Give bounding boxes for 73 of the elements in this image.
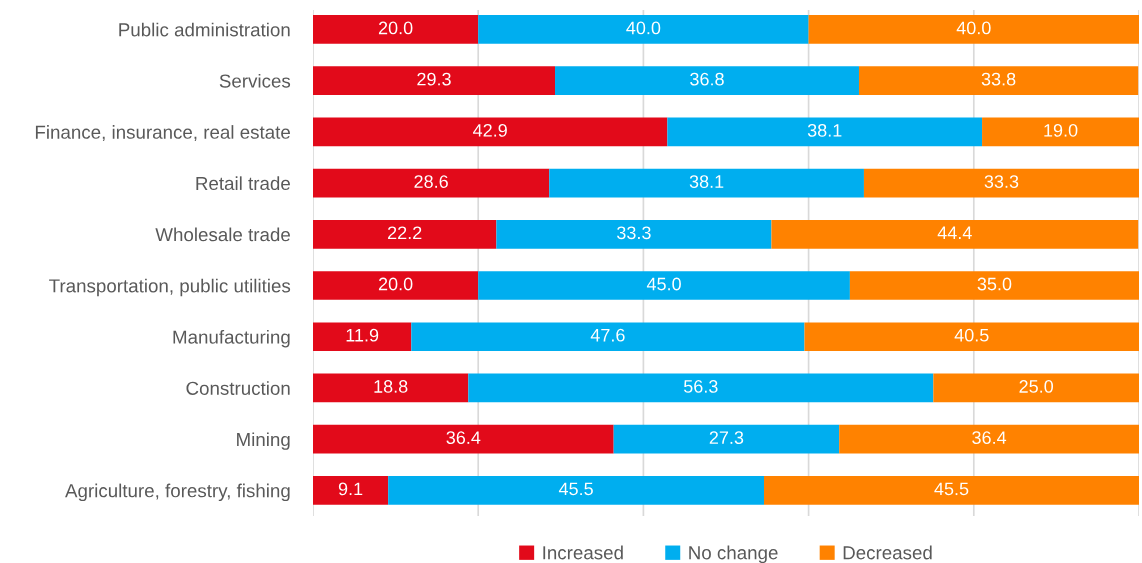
data-label: 36.4 [446,431,481,445]
data-label: 45.5 [934,482,969,496]
bar [468,373,934,403]
bar [496,219,772,249]
y-tick-label: Agriculture, forestry, fishing [65,483,290,502]
data-label: 45.5 [558,482,593,496]
bar [613,424,840,454]
y-tick-label: Finance, insurance, real estate [35,125,290,142]
data-label: 56.3 [683,380,718,393]
data-label: 28.6 [414,175,448,188]
data-label: 18.8 [374,380,408,393]
y-tick-label: Transportation, public utilities [49,278,291,297]
bar [858,66,1139,96]
data-label: 33.8 [981,72,1016,86]
data-label: 42.9 [473,123,507,137]
data-label: 40.5 [954,328,989,342]
bar [839,424,1139,454]
data-label: 20.0 [378,21,413,35]
data-label: 33.3 [984,175,1019,188]
y-tick-label: Manufacturing [173,329,290,348]
data-label: 44.4 [937,226,972,239]
bar [313,117,668,147]
bar [313,15,479,44]
data-label: 25.0 [1019,380,1054,393]
bar [313,271,479,300]
data-label: 9.1 [338,482,363,496]
data-label: 19.0 [1044,123,1078,137]
bar [411,322,805,352]
bar [863,168,1139,198]
bar [555,66,859,96]
y-tick-label: Construction [186,381,290,395]
data-label: 40.0 [956,21,991,35]
y-tick-label: Mining [237,432,290,450]
data-label: 20.0 [378,277,413,291]
data-label: 33.3 [617,226,651,240]
data-label: 38.1 [689,175,724,188]
y-tick-label: Services [219,73,291,88]
bar [478,271,850,300]
data-label: 29.3 [417,72,451,86]
legend-label: No change [689,545,778,563]
data-label: 36.4 [972,431,1007,445]
legend-label: Decreased [843,545,932,560]
data-label: 40.0 [626,21,661,35]
data-label: 47.6 [590,328,625,342]
bar [313,219,497,249]
data-label: 45.0 [646,277,681,291]
bar [478,15,809,44]
y-tick-label: Wholesale trade [155,227,290,242]
bar [982,117,1139,147]
bar [313,322,412,352]
bar [808,15,1139,44]
bar [764,476,1139,505]
bar [313,476,389,505]
data-label: 36.8 [690,72,724,86]
bar [849,271,1139,300]
bar [771,219,1139,249]
bar [313,168,550,198]
bar [313,424,614,454]
y-tick-label: Public administration [119,22,290,37]
data-label: 22.2 [388,226,422,239]
bar [549,168,864,198]
bar [313,66,556,96]
bar [313,373,469,403]
bar [804,322,1139,352]
bar [667,117,983,147]
bar [933,373,1139,403]
data-label: 27.3 [709,431,744,445]
legend-label: Increased [543,545,623,560]
data-label: 38.1 [807,123,842,137]
y-tick-label: Retail trade [196,176,290,191]
data-label: 35.0 [977,277,1012,291]
bar [388,476,764,505]
data-label: 11.9 [346,328,379,342]
